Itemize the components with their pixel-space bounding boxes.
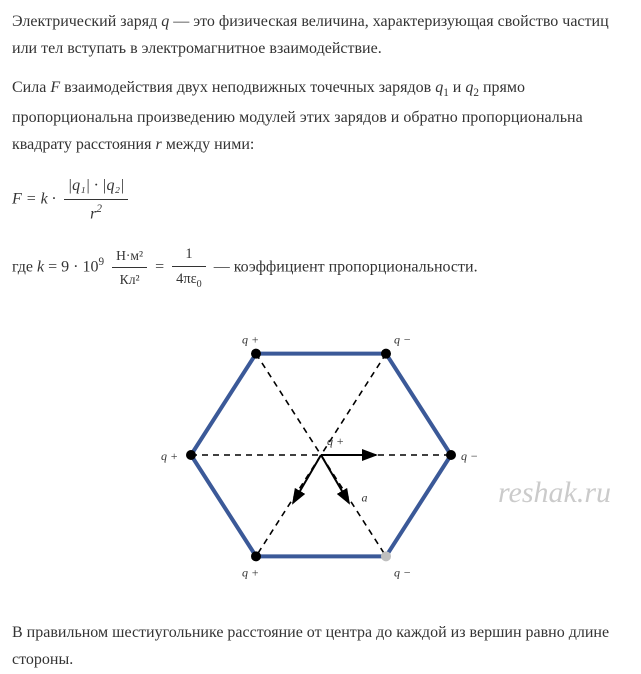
paragraph-1: Электрический заряд q — это физическая в…: [12, 8, 629, 62]
units-den: Кл²: [112, 268, 147, 291]
fourpi: 4πε: [176, 271, 197, 287]
text: — коэффициент пропорциональности.: [214, 258, 478, 275]
svg-text:q +: q +: [161, 449, 178, 463]
eps-den: 4πε0: [172, 267, 206, 293]
exp-9: 9: [98, 256, 104, 268]
units-fraction: Н·м²Кл²: [112, 244, 147, 291]
svg-text:a: a: [361, 491, 367, 505]
svg-text:q +: q +: [327, 434, 344, 448]
den-2: 2: [96, 203, 102, 215]
text: Сила: [12, 79, 50, 96]
paragraph-2: Сила F взаимодействия двух неподвижных т…: [12, 74, 629, 158]
text: = 9 · 10: [44, 258, 98, 275]
text: между ними:: [162, 136, 255, 153]
formula-den: r2: [64, 200, 129, 228]
svg-text:q −: q −: [461, 449, 478, 463]
paragraph-4: В правильном шестиугольнике расстояние о…: [12, 619, 629, 673]
hexagon-svg: q + a q + q − q + q − q + q −: [91, 305, 551, 605]
text: и: [449, 79, 466, 96]
formula-F: F: [12, 191, 22, 208]
svg-text:q −: q −: [394, 565, 411, 579]
eps-num: 1: [172, 242, 206, 267]
text: Электрический заряд: [12, 13, 161, 30]
svg-text:q −: q −: [394, 333, 411, 347]
formula-dot: ·: [48, 191, 60, 208]
text: =: [155, 258, 168, 275]
paragraph-3: где k = 9 · 109 Н·м²Кл² = 14πε0 — коэффи…: [12, 242, 629, 293]
units-num: Н·м²: [112, 244, 147, 268]
svg-text:q +: q +: [242, 333, 259, 347]
var-F: F: [50, 79, 60, 96]
text: где: [12, 258, 37, 275]
svg-text:q +: q +: [242, 565, 259, 579]
formula-eq: =: [22, 191, 41, 208]
coulomb-formula: F = k · |q₁| · |q₂|r2: [12, 172, 629, 228]
formula-k: k: [41, 191, 48, 208]
hexagon-diagram: q + a q + q − q + q − q + q −: [12, 305, 629, 605]
formula-num: |q₁| · |q₂|: [64, 172, 129, 200]
var-q1: q: [435, 79, 443, 96]
eps-fraction: 14πε0: [172, 242, 206, 293]
eps0: 0: [197, 279, 202, 290]
text: взаимодействия двух неподвижных точечных…: [60, 79, 435, 96]
formula-fraction: |q₁| · |q₂|r2: [64, 172, 129, 228]
